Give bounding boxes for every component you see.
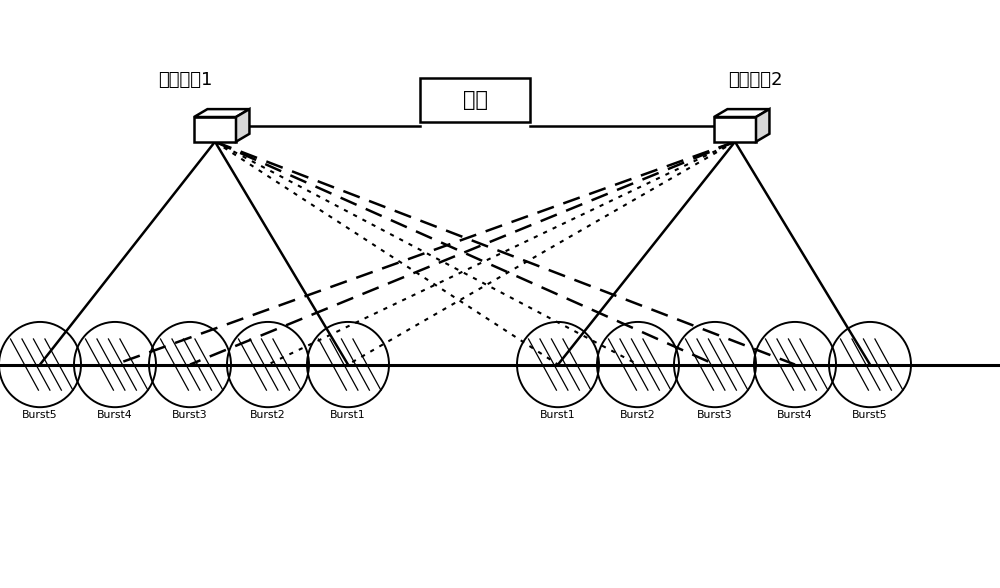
Text: Burst4: Burst4 [777,410,813,420]
Text: Burst4: Burst4 [97,410,133,420]
Text: Burst3: Burst3 [172,410,208,420]
FancyBboxPatch shape [420,78,530,122]
Text: 雷达: 雷达 [462,90,488,110]
Text: Burst1: Burst1 [540,410,576,420]
Polygon shape [236,109,249,142]
Polygon shape [756,109,769,142]
Text: Burst3: Burst3 [697,410,733,420]
Text: 第一天线1: 第一天线1 [158,71,212,89]
Text: Burst5: Burst5 [22,410,58,420]
Text: Burst2: Burst2 [250,410,286,420]
Text: Burst1: Burst1 [330,410,366,420]
Polygon shape [714,109,769,117]
Polygon shape [194,109,249,117]
Text: Burst2: Burst2 [620,410,656,420]
Text: Burst5: Burst5 [852,410,888,420]
Text: 第二天线2: 第二天线2 [728,71,782,89]
Polygon shape [194,117,236,142]
Polygon shape [714,117,756,142]
